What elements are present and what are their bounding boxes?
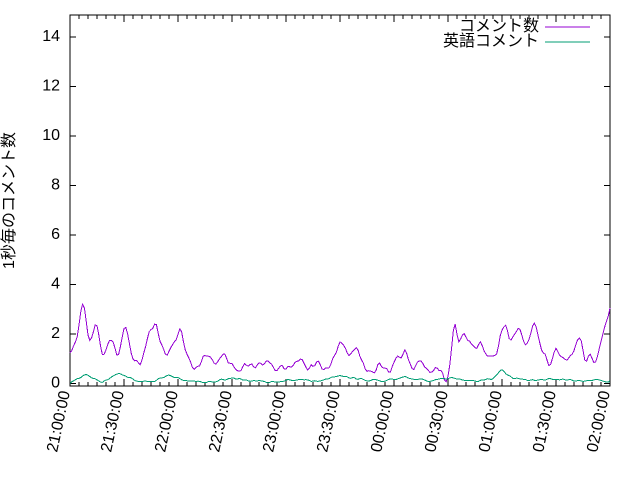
svg-text:0: 0: [51, 374, 60, 391]
svg-text:10: 10: [42, 127, 60, 144]
svg-text:02:00:00: 02:00:00: [584, 389, 614, 454]
svg-text:00:30:00: 00:30:00: [422, 389, 452, 454]
svg-text:2: 2: [51, 325, 60, 342]
svg-text:22:30:00: 22:30:00: [206, 389, 236, 454]
svg-text:12: 12: [42, 77, 60, 94]
svg-text:8: 8: [51, 176, 60, 193]
svg-text:22:00:00: 22:00:00: [152, 389, 182, 454]
svg-text:1秒毎のコメント数: 1秒毎のコメント数: [0, 132, 18, 269]
svg-text:英語コメント: 英語コメント: [443, 32, 539, 50]
svg-text:00:00:00: 00:00:00: [368, 389, 398, 454]
svg-text:6: 6: [51, 226, 60, 243]
svg-text:23:30:00: 23:30:00: [314, 389, 344, 454]
svg-text:21:00:00: 21:00:00: [44, 389, 74, 454]
svg-text:21:30:00: 21:30:00: [98, 389, 128, 454]
svg-text:01:00:00: 01:00:00: [476, 389, 506, 454]
svg-text:23:00:00: 23:00:00: [260, 389, 290, 454]
svg-text:14: 14: [42, 28, 60, 45]
svg-text:01:30:00: 01:30:00: [530, 389, 560, 454]
svg-text:4: 4: [51, 275, 60, 292]
